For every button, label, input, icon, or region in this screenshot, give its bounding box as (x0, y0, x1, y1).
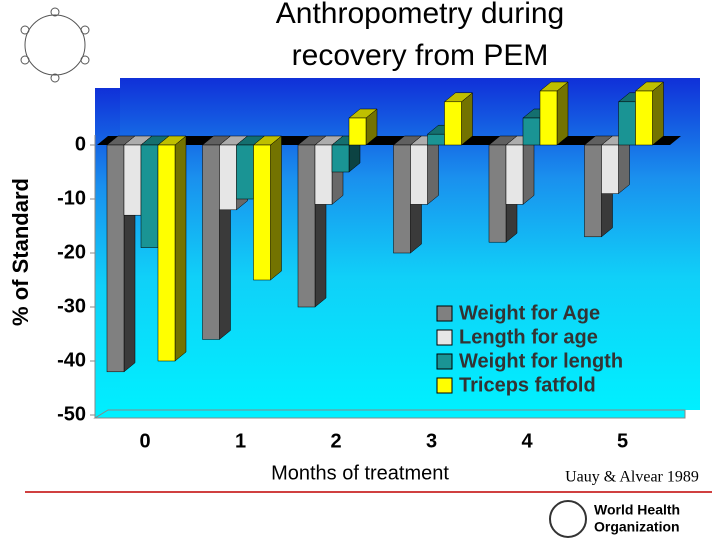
who-emblem (549, 500, 587, 538)
bar (348, 117, 367, 146)
legend-swatch (436, 353, 453, 370)
bar-side (174, 135, 187, 362)
bar (253, 144, 271, 281)
bar (635, 90, 653, 146)
x-tick-label: 3 (426, 430, 437, 452)
bar (444, 101, 462, 146)
title-line: recovery from PEM (292, 39, 549, 72)
bar (157, 144, 176, 362)
legend-label: Weight for length (459, 350, 623, 372)
bar (236, 144, 254, 200)
legend-label: Weight for Age (459, 302, 600, 324)
x-tick-label: 0 (139, 430, 150, 452)
title-line: Anthropometry during (276, 0, 565, 30)
x-tick-label: 2 (330, 430, 341, 452)
legend-swatch (436, 377, 453, 394)
bar (488, 144, 507, 243)
bar (123, 144, 142, 216)
legend-swatch (436, 329, 453, 346)
x-tick-label: 1 (235, 430, 246, 452)
bar (297, 144, 316, 308)
legend-swatch (436, 305, 453, 322)
bar-side (522, 135, 535, 205)
x-tick-label: 5 (617, 430, 628, 452)
logo-text: World Health (594, 502, 680, 518)
bar (539, 90, 558, 146)
bar (522, 117, 541, 146)
bar (202, 144, 220, 340)
x-axis-label: Months of treatment (271, 462, 449, 484)
bar-side (556, 81, 569, 146)
bar (584, 144, 602, 238)
bar (601, 144, 619, 194)
legend-label: Length for age (459, 326, 598, 348)
bar (106, 144, 125, 373)
bar-side (270, 135, 282, 281)
logo-diagram (20, 7, 90, 83)
y-axis-label: % of Standard (8, 178, 33, 326)
x-tick-label: 4 (521, 430, 533, 452)
y-tick-label: -50 (57, 403, 86, 425)
legend-label: Triceps fatfold (459, 374, 596, 396)
bar (505, 144, 524, 205)
y-tick-label: 0 (75, 133, 86, 155)
y-tick-label: -20 (57, 241, 86, 263)
bar (314, 144, 333, 205)
y-tick-label: -30 (57, 295, 86, 317)
bar (219, 144, 237, 211)
bar-side (427, 135, 439, 205)
source: Uauy & Alvear 1989 (565, 469, 699, 486)
bar (618, 101, 636, 146)
y-tick-label: -40 (57, 349, 86, 371)
y-tick-label: -10 (57, 187, 86, 209)
bar (410, 144, 428, 205)
plot-floor (93, 409, 686, 419)
bar (331, 144, 350, 173)
bar (140, 144, 159, 248)
bar-side (652, 81, 664, 146)
bar (393, 144, 411, 254)
logo-text: Organization (594, 519, 680, 535)
bar (427, 133, 445, 146)
